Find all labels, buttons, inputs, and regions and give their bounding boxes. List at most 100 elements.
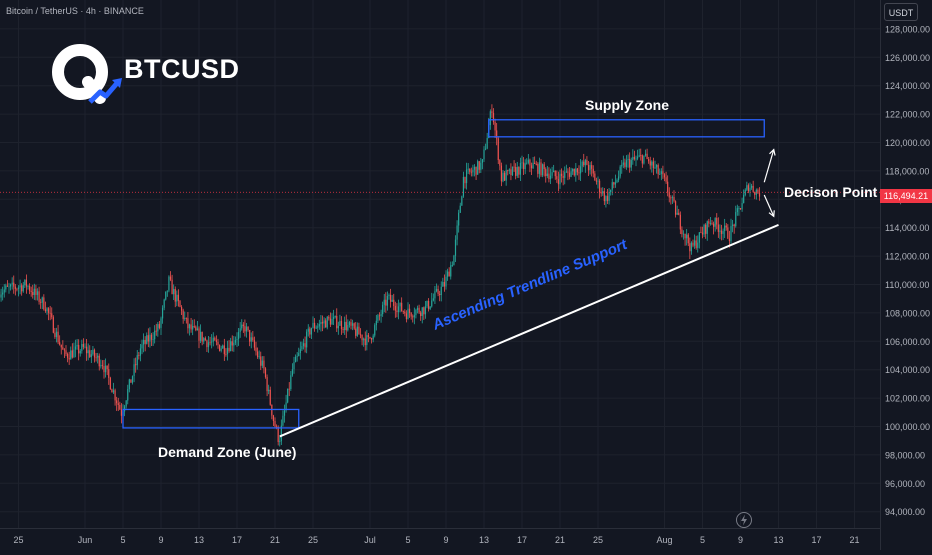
candle-body <box>354 323 355 328</box>
candle-body <box>430 306 431 308</box>
candle-body <box>575 168 576 175</box>
candle-body <box>331 319 332 325</box>
y-tick-label: 124,000.00 <box>885 81 930 91</box>
candle-body <box>532 163 533 168</box>
candle-body <box>97 356 98 358</box>
candle-body <box>510 169 511 175</box>
y-tick-label: 106,000.00 <box>885 337 930 347</box>
candle-body <box>691 243 692 252</box>
candle-body <box>308 329 309 332</box>
candle-body <box>442 282 443 287</box>
candle-body <box>699 232 700 242</box>
candle-body <box>703 225 704 235</box>
candle-body <box>338 326 339 328</box>
candle-body <box>69 358 70 360</box>
candle-body <box>404 312 405 314</box>
candle-body <box>213 338 214 342</box>
candle-body <box>650 161 651 165</box>
candle-body <box>669 192 670 197</box>
candle-body <box>659 174 660 175</box>
candle-body <box>339 321 340 326</box>
candle-body <box>168 277 169 291</box>
candle-body <box>357 327 358 336</box>
lightning-icon[interactable] <box>735 511 753 529</box>
candle-body <box>105 366 106 373</box>
candle-body <box>43 297 44 309</box>
candle-body <box>192 326 193 329</box>
candle-body <box>521 162 522 163</box>
currency-badge[interactable]: USDT <box>884 3 918 21</box>
candle-body <box>754 192 755 195</box>
candle-body <box>365 339 366 345</box>
candle-body <box>558 179 559 184</box>
candle-body <box>719 231 720 232</box>
candle-body <box>133 364 134 376</box>
candle-body <box>121 409 122 415</box>
candle-body <box>76 345 77 347</box>
candle-body <box>99 356 100 367</box>
candle-body <box>727 227 728 238</box>
candle-body <box>236 339 237 340</box>
candle-body <box>81 344 82 351</box>
candle-body <box>228 348 229 351</box>
candle-body <box>178 295 179 301</box>
candle-body <box>662 171 663 174</box>
candle-body <box>540 162 541 175</box>
candle-body <box>439 294 440 295</box>
candle-body <box>629 159 630 168</box>
candle-body <box>244 326 245 331</box>
candle-body <box>164 300 165 308</box>
candle-body <box>309 329 310 335</box>
candle-body <box>667 182 668 193</box>
candle-body <box>624 163 625 167</box>
candle-body <box>330 318 331 324</box>
x-tick-label: 25 <box>13 535 23 545</box>
candle-body <box>65 350 66 354</box>
candle-body <box>266 377 267 391</box>
candle-body <box>287 389 288 403</box>
candle-body <box>126 401 127 407</box>
candle-body <box>415 310 416 315</box>
candle-body <box>2 293 3 295</box>
candle-body <box>692 243 693 246</box>
candle-body <box>512 167 513 175</box>
candle-body <box>485 149 486 150</box>
candle-body <box>741 203 742 209</box>
candle-body <box>418 308 419 313</box>
candle-body <box>132 376 133 383</box>
candle-body <box>319 324 320 326</box>
candle-body <box>379 315 380 316</box>
candle-body <box>569 173 570 177</box>
candle-body <box>746 185 747 190</box>
candle-body <box>460 206 461 213</box>
candle-body <box>16 289 17 290</box>
candle-body <box>53 317 54 333</box>
candle-body <box>639 155 640 156</box>
candle-body <box>274 421 275 427</box>
candle-body <box>316 328 317 329</box>
candle-body <box>436 289 437 291</box>
candle-body <box>724 226 725 232</box>
candle-body <box>78 345 79 353</box>
candle-body <box>303 343 304 346</box>
candle-body <box>529 160 530 166</box>
candle-body <box>278 427 279 442</box>
candle-body <box>268 390 269 391</box>
candle-body <box>452 265 453 266</box>
candle-body <box>273 416 274 421</box>
candle-body <box>722 231 723 234</box>
candle-body <box>130 379 131 382</box>
candle-body <box>15 287 16 289</box>
x-tick-label: 17 <box>232 535 242 545</box>
candle-body <box>412 316 413 317</box>
candle-body <box>422 307 423 316</box>
candle-body <box>390 295 391 302</box>
candle-body <box>64 350 65 351</box>
candle-body <box>227 348 228 354</box>
candle-body <box>447 272 448 277</box>
candle-body <box>528 160 529 163</box>
candle-body <box>702 233 703 235</box>
candle-body <box>433 298 434 300</box>
candle-body <box>730 226 731 241</box>
candle-body <box>434 291 435 298</box>
